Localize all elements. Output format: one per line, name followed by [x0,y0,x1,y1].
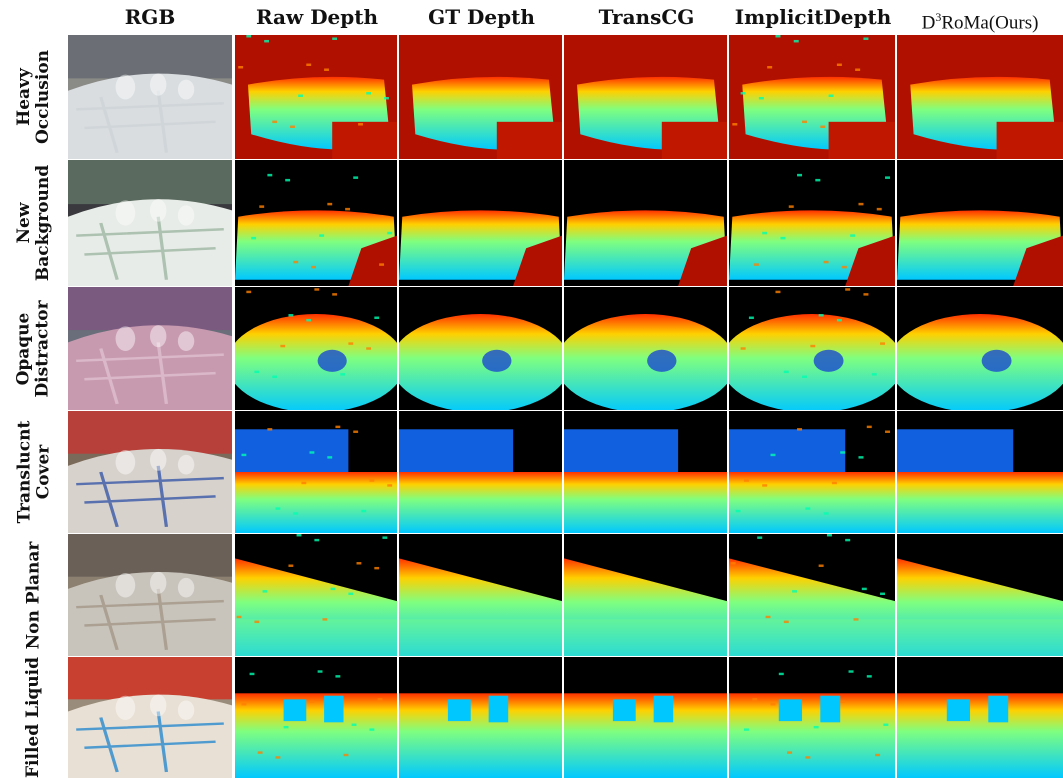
cell-filled-liquid-raw [235,657,397,778]
cell-filled-liquid-ours [897,657,1063,778]
cell-opaque-distractor-gt [399,287,562,410]
cell-new-background-ours [897,160,1063,286]
row-label-translucent-cover: Translucnt Cover [0,411,68,533]
cell-non-planar-rgb [68,534,232,656]
row-label-text: Non Planar [23,541,44,649]
cell-non-planar-gt [399,534,562,656]
cell-heavy-occlusion-ours [897,35,1063,159]
cell-translucent-cover-ours [897,411,1063,533]
cell-translucent-cover-transcg [564,411,727,533]
row-label-text: Heavy Occlusion [14,49,53,145]
cell-filled-liquid-gt [399,657,562,778]
cell-non-planar-transcg [564,534,727,656]
cell-opaque-distractor-transcg [564,287,727,410]
col-header-rgb: RGB [124,5,176,29]
row-label-text: Opaque Distractor [14,299,54,398]
row-label-new-background: New Background [0,160,68,286]
cell-opaque-distractor-rgb [68,287,232,410]
ours-label-prefix: D [921,12,936,34]
cell-new-background-raw [235,160,397,286]
cell-translucent-cover-implicit [729,411,895,533]
cell-non-planar-ours [897,534,1063,656]
row-label-non-planar: Non Planar [0,534,68,656]
col-header-raw-depth: Raw Depth [255,5,379,29]
cell-opaque-distractor-ours [897,287,1063,410]
cell-non-planar-implicit [729,534,895,656]
row-label-text: Translucnt Cover [14,420,54,524]
cell-filled-liquid-rgb [68,657,232,778]
cell-heavy-occlusion-rgb [68,35,232,159]
cell-filled-liquid-transcg [564,657,727,778]
cell-heavy-occlusion-raw [235,35,397,159]
cell-translucent-cover-raw [235,411,397,533]
row-label-text: New Background [14,164,53,282]
row-label-filled-liquid: Filled Liquid [0,657,68,778]
ours-label-suffix: RoMa(Ours) [941,12,1039,34]
cell-new-background-transcg [564,160,727,286]
cell-translucent-cover-gt [399,411,562,533]
cell-new-background-implicit [729,160,895,286]
ours-label-sup: 3 [935,10,942,24]
cell-filled-liquid-implicit [729,657,895,778]
col-header-transcg: TransCG [598,5,695,29]
row-label-opaque-distractor: Opaque Distractor [0,287,68,410]
col-header-implicitdepth: ImplicitDepth [734,5,892,29]
cell-heavy-occlusion-gt [399,35,562,159]
row-label-heavy-occlusion: Heavy Occlusion [0,35,68,159]
cell-opaque-distractor-implicit [729,287,895,410]
row-label-text: Filled Liquid [23,656,44,778]
col-header-ours: D3RoMa(Ours) [897,0,1063,34]
cell-opaque-distractor-raw [235,287,397,410]
cell-new-background-rgb [68,160,232,286]
cell-new-background-gt [399,160,562,286]
cell-non-planar-raw [235,534,397,656]
col-header-gt-depth: GT Depth [428,5,535,29]
cell-heavy-occlusion-transcg [564,35,727,159]
cell-translucent-cover-rgb [68,411,232,533]
cell-heavy-occlusion-implicit [729,35,895,159]
